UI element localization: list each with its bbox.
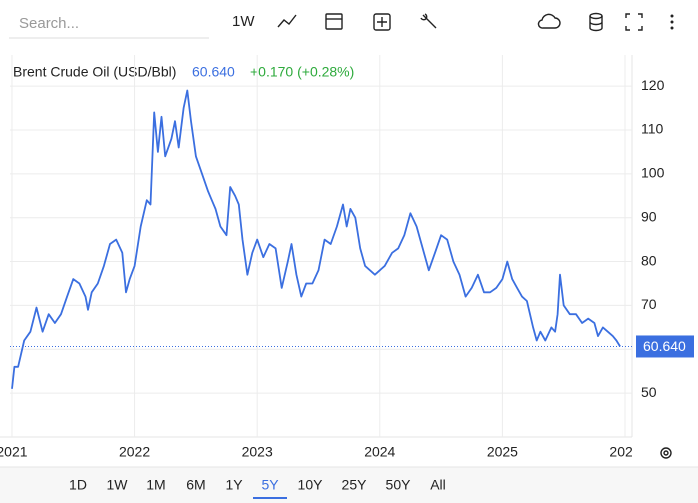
settings-center	[663, 450, 669, 456]
range-button[interactable]: 1D	[69, 477, 87, 493]
download-icon[interactable]	[537, 13, 561, 29]
menu-dot[interactable]	[670, 14, 674, 18]
database-icon-body	[589, 16, 603, 32]
fullscreen-icon[interactable]	[625, 13, 643, 31]
y-tick-label: 100	[641, 165, 665, 181]
price-line	[11, 89, 621, 389]
x-tick-label: 2024	[364, 444, 395, 460]
range-button[interactable]: 1Y	[225, 477, 243, 493]
legend-change: +0.170 (+0.28%)	[250, 64, 354, 80]
x-tick-label: 2026	[609, 444, 640, 460]
range-bar	[0, 467, 698, 503]
last-price-tag	[636, 335, 694, 358]
interval-button[interactable]: 1W	[232, 13, 255, 30]
y-tick-label: 90	[641, 208, 657, 224]
add-icon[interactable]	[373, 13, 391, 31]
legend-title: Brent Crude Oil (USD/Bbl)	[13, 64, 176, 80]
range-button[interactable]: 5Y	[261, 477, 279, 493]
y-tick-label: 120	[641, 77, 665, 93]
plot-area: 2021 2022 2023 2024 2025 2026	[0, 55, 640, 460]
settings-icon[interactable]	[660, 447, 672, 459]
range-button[interactable]: 1W	[107, 477, 129, 493]
x-tick-label: 2025	[487, 444, 518, 460]
menu-dot[interactable]	[670, 20, 674, 24]
legend-last-value: 60.640	[192, 64, 235, 80]
x-tick-label: 2021	[0, 444, 28, 460]
last-price-label: 60.640	[643, 338, 686, 354]
y-tick-label: 50	[641, 384, 657, 400]
chart-type-icon[interactable]	[277, 14, 297, 28]
settings-ring[interactable]	[660, 447, 672, 459]
x-tick-label: 2022	[119, 444, 150, 460]
toolbar-icons[interactable]	[277, 12, 674, 32]
range-button[interactable]: All	[430, 477, 446, 493]
range-button[interactable]: 6M	[186, 477, 205, 493]
y-tick-label: 80	[641, 252, 657, 268]
range-selected-underline	[253, 497, 287, 499]
range-button[interactable]: 10Y	[298, 477, 324, 493]
x-tick-label: 2023	[242, 444, 273, 460]
y-tick-label: 110	[641, 121, 664, 137]
search-placeholder[interactable]: Search...	[19, 15, 79, 32]
add-icon-plus	[377, 17, 387, 27]
range-button[interactable]: 50Y	[386, 477, 412, 493]
menu-dot[interactable]	[670, 26, 674, 30]
y-tick-label: 70	[641, 296, 657, 312]
range-button[interactable]: 1M	[146, 477, 165, 493]
range-button[interactable]: 25Y	[342, 477, 368, 493]
calendar-icon[interactable]	[325, 13, 343, 30]
search-box[interactable]	[9, 10, 209, 38]
tools-icon[interactable]	[420, 13, 437, 29]
